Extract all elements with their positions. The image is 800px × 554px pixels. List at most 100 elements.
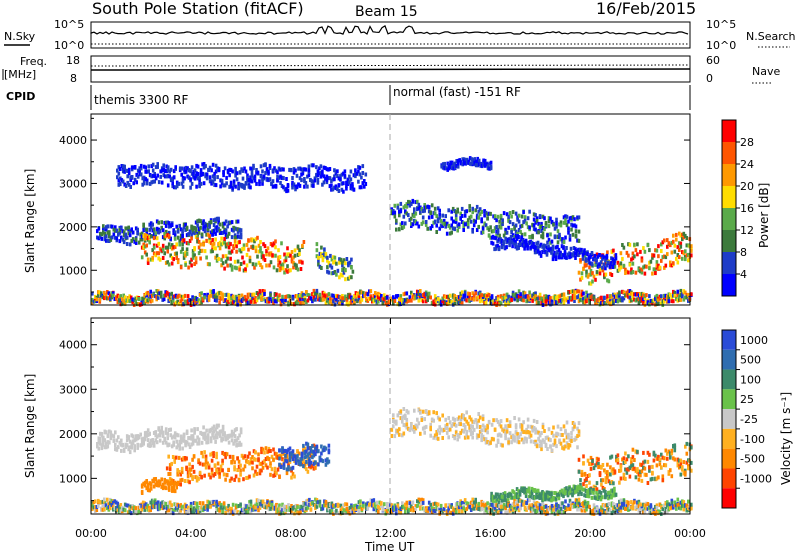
echo-cell bbox=[261, 460, 265, 465]
echo-cell bbox=[633, 292, 636, 297]
echo-cell bbox=[399, 209, 403, 214]
echo-cell bbox=[463, 209, 467, 214]
echo-cell bbox=[244, 169, 248, 174]
echo-cell bbox=[108, 440, 111, 445]
echo-cell bbox=[618, 263, 621, 268]
echo-cell bbox=[155, 219, 159, 224]
echo-cell bbox=[595, 487, 599, 492]
echo-cell bbox=[233, 235, 237, 240]
echo-cell bbox=[285, 459, 289, 464]
echo-cell bbox=[140, 483, 144, 488]
echo-cell bbox=[405, 409, 409, 414]
echo-cell bbox=[594, 486, 597, 491]
echo-cell bbox=[576, 238, 579, 243]
echo-cell bbox=[568, 252, 571, 257]
echo-cell bbox=[625, 250, 629, 255]
echo-cell bbox=[471, 431, 474, 435]
echo-cell bbox=[284, 255, 288, 260]
echo-cell bbox=[398, 297, 401, 302]
echo-cell bbox=[141, 300, 145, 305]
echo-cell bbox=[690, 248, 693, 253]
echo-cell bbox=[305, 467, 308, 472]
echo-cell bbox=[424, 220, 428, 224]
echo-cell bbox=[443, 166, 446, 171]
echo-cell bbox=[538, 432, 542, 437]
echo-cell bbox=[151, 222, 154, 227]
echo-cell bbox=[221, 437, 225, 442]
echo-cell bbox=[296, 294, 299, 299]
echo-cell bbox=[312, 288, 316, 293]
echo-cell bbox=[523, 244, 526, 249]
echo-cell bbox=[315, 444, 319, 449]
echo-cell bbox=[487, 420, 491, 425]
echo-cell bbox=[291, 471, 295, 476]
echo-cell bbox=[496, 433, 500, 438]
echo-cell bbox=[396, 205, 400, 210]
echo-cell bbox=[562, 240, 566, 245]
echo-cell bbox=[218, 228, 222, 233]
echo-cell bbox=[630, 270, 633, 275]
echo-cell bbox=[320, 252, 323, 257]
echo-cell bbox=[167, 485, 171, 490]
cpid-label: CPID bbox=[6, 90, 35, 103]
echo-cell bbox=[565, 246, 568, 250]
echo-cell bbox=[478, 299, 482, 304]
echo-cell bbox=[427, 410, 431, 415]
echo-cell bbox=[295, 173, 299, 178]
echo-cell bbox=[174, 300, 178, 305]
echo-cell bbox=[560, 253, 564, 257]
echo-cell bbox=[348, 275, 352, 280]
echo-cell bbox=[286, 269, 289, 274]
echo-cell bbox=[203, 450, 206, 455]
echo-cell bbox=[463, 222, 467, 227]
echo-cell bbox=[474, 159, 478, 164]
echo-cell bbox=[161, 243, 165, 248]
echo-cell bbox=[529, 294, 533, 299]
echo-cell bbox=[556, 235, 560, 240]
echo-cell bbox=[615, 294, 618, 299]
echo-cell bbox=[246, 176, 249, 180]
echo-cell bbox=[492, 229, 495, 234]
echo-cell bbox=[516, 298, 519, 303]
echo-cell bbox=[260, 297, 263, 301]
echo-cell bbox=[625, 290, 629, 295]
echo-cell bbox=[642, 300, 645, 305]
echo-cell bbox=[194, 475, 197, 480]
echo-cell bbox=[327, 443, 331, 448]
echo-cell bbox=[561, 298, 564, 302]
echo-cell bbox=[478, 207, 482, 212]
echo-cell bbox=[142, 234, 145, 239]
echo-cell bbox=[235, 249, 238, 254]
echo-cell bbox=[562, 446, 566, 451]
echo-cell bbox=[447, 301, 450, 306]
echo-cell bbox=[520, 437, 524, 442]
echo-cell bbox=[687, 458, 690, 463]
echo-cell bbox=[130, 175, 134, 179]
echo-cell bbox=[392, 295, 395, 300]
echo-cell bbox=[441, 428, 444, 433]
echo-cell bbox=[554, 257, 558, 261]
echo-cell bbox=[188, 480, 191, 485]
echo-cell bbox=[520, 232, 524, 237]
echo-cell bbox=[499, 237, 502, 242]
echo-cell bbox=[401, 419, 404, 424]
echo-cell bbox=[511, 210, 515, 214]
echo-cell bbox=[574, 229, 578, 234]
y-tick-label: 1000 bbox=[59, 264, 87, 277]
echo-cell bbox=[244, 267, 247, 272]
echo-cell bbox=[481, 417, 485, 422]
echo-cell bbox=[164, 486, 168, 491]
echo-cell bbox=[327, 176, 330, 181]
echo-cell bbox=[658, 457, 662, 462]
echo-cell bbox=[511, 244, 514, 249]
echo-cell bbox=[423, 430, 426, 435]
echo-cell bbox=[97, 446, 101, 451]
echo-cell bbox=[295, 185, 299, 190]
echo-cell bbox=[105, 430, 108, 435]
echo-cell bbox=[106, 224, 110, 229]
echo-cell bbox=[547, 237, 551, 242]
echo-cell bbox=[393, 419, 397, 424]
echo-cell bbox=[145, 486, 148, 491]
echo-cell bbox=[218, 222, 222, 227]
echo-cell bbox=[472, 420, 476, 425]
